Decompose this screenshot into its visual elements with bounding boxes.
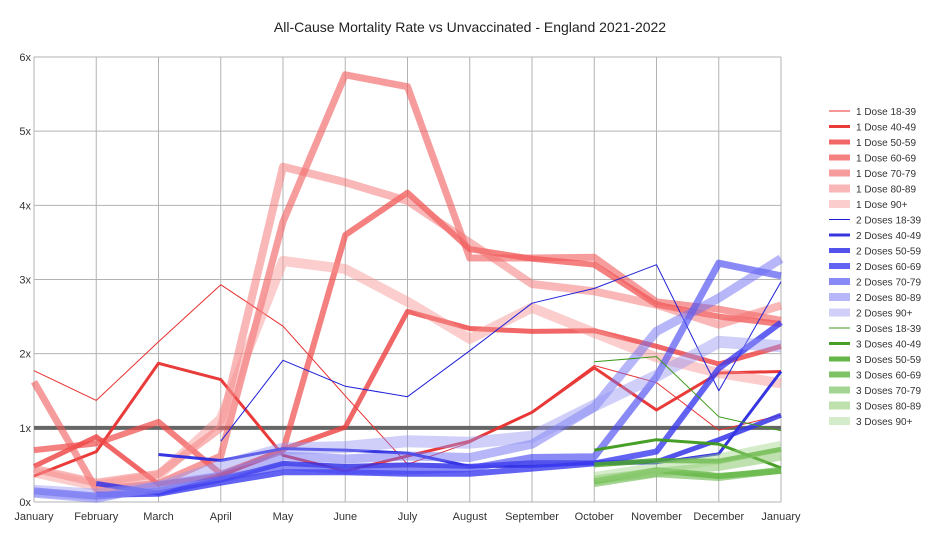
series-line-3-doses-90- bbox=[593, 441, 783, 483]
legend-label: 1 Dose 50-59 bbox=[856, 138, 916, 149]
legend-label: 3 Doses 70-79 bbox=[856, 386, 921, 397]
legend-label: 1 Dose 18-39 bbox=[856, 107, 916, 118]
x-tick-label: July bbox=[398, 511, 418, 523]
x-tick-label: May bbox=[273, 511, 294, 523]
series-line-3-doses-80-89 bbox=[593, 451, 782, 485]
chart-title: All-Cause Mortality Rate vs Unvaccinated… bbox=[274, 19, 666, 35]
legend-label: 3 Doses 40-49 bbox=[856, 340, 921, 351]
x-tick-label: December bbox=[693, 511, 744, 523]
y-tick-label: 5x bbox=[19, 126, 31, 138]
y-tick-label: 2x bbox=[19, 349, 31, 361]
series-line-2-doses-18-39 bbox=[220, 264, 782, 442]
legend-label: 1 Dose 70-79 bbox=[856, 169, 916, 180]
legend-label: 3 Doses 18-39 bbox=[856, 324, 921, 335]
x-tick-label: November bbox=[631, 511, 682, 523]
legend-label: 3 Doses 50-59 bbox=[856, 355, 921, 366]
x-tick-label: August bbox=[453, 511, 487, 523]
series-line-1-dose-80-89 bbox=[33, 162, 783, 487]
y-tick-label: 3x bbox=[19, 275, 31, 287]
series-line-2-doses-90- bbox=[33, 335, 782, 501]
legend-label: 1 Dose 40-49 bbox=[856, 123, 916, 134]
series-line-3-doses-18-39 bbox=[594, 356, 782, 432]
legend-label: 2 Doses 80-89 bbox=[856, 293, 921, 304]
legend-label: 3 Doses 60-69 bbox=[856, 371, 921, 382]
x-tick-label: April bbox=[210, 511, 232, 523]
legend-label: 3 Doses 90+ bbox=[856, 417, 913, 428]
legend-label: 1 Dose 90+ bbox=[856, 200, 908, 211]
y-tick-label: 4x bbox=[19, 200, 31, 212]
series-line-2-doses-60-69 bbox=[96, 320, 783, 498]
legend-label: 2 Doses 70-79 bbox=[856, 278, 921, 289]
x-tick-label: October bbox=[575, 511, 614, 523]
y-axis-ticks: 0x 1x 2x 3x 4x 5x 6x bbox=[19, 52, 31, 509]
y-tick-label: 1x bbox=[19, 423, 31, 435]
x-tick-label: September bbox=[505, 511, 559, 523]
series-line-2-doses-70-79 bbox=[33, 259, 782, 500]
x-axis-ticks: January February March April May June July Augu… bbox=[14, 511, 801, 523]
x-tick-label: February bbox=[74, 511, 119, 523]
y-tick-label: 0x bbox=[19, 497, 31, 509]
legend-label: 2 Doses 50-59 bbox=[856, 247, 921, 258]
legend-label: 1 Dose 60-69 bbox=[856, 154, 916, 165]
x-tick-label: January bbox=[761, 511, 801, 523]
series-line-3-doses-50-59 bbox=[594, 446, 782, 468]
legend-label: 2 Doses 90+ bbox=[856, 309, 913, 320]
x-tick-label: March bbox=[143, 511, 174, 523]
series-group bbox=[30, 71, 784, 503]
chart-legend: 1 Dose 18-39 1 Dose 40-49 1 Dose 50-59 1 Do… bbox=[829, 107, 921, 428]
legend-label: 1 Dose 80-89 bbox=[856, 185, 916, 196]
legend-label: 3 Doses 80-89 bbox=[856, 402, 921, 413]
x-tick-label: June bbox=[333, 511, 357, 523]
legend-label: 2 Doses 40-49 bbox=[856, 231, 921, 242]
legend-label: 2 Doses 18-39 bbox=[856, 216, 921, 227]
x-tick-label: January bbox=[14, 511, 54, 523]
series-line-1-dose-90- bbox=[32, 256, 782, 491]
y-tick-label: 6x bbox=[19, 52, 31, 64]
series-line-2-doses-80-89 bbox=[33, 254, 784, 503]
legend-label: 2 Doses 60-69 bbox=[856, 262, 921, 273]
